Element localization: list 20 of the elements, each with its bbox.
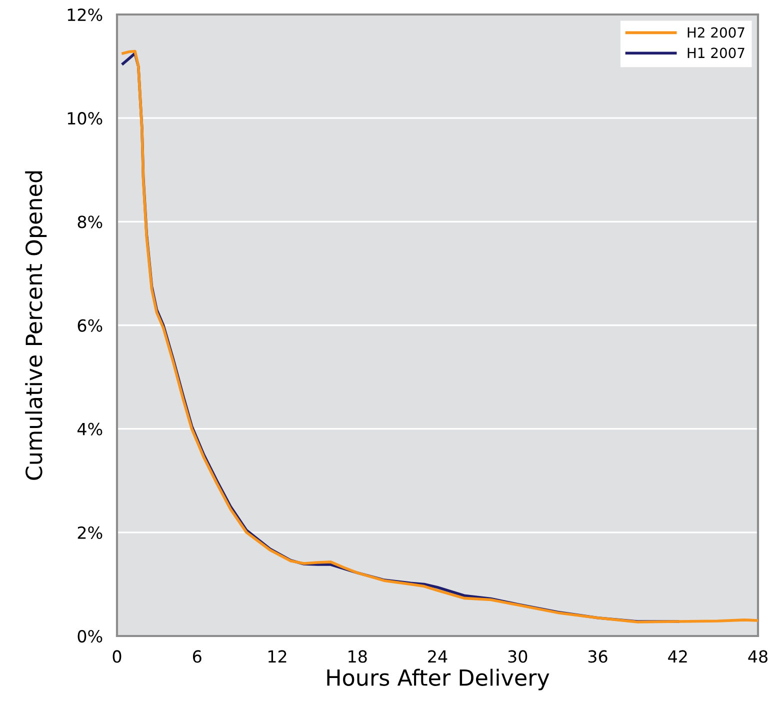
y-tick-label: 4%	[77, 422, 102, 436]
x-tick-label: 0	[112, 650, 122, 663]
x-tick-label: 12	[268, 650, 286, 663]
legend-label: H2 2007	[688, 27, 744, 38]
x-tick-label: 6	[192, 650, 202, 663]
x-tick-label: 42	[668, 650, 687, 663]
y-tick-label: 10%	[68, 112, 102, 125]
x-tick-label: 30	[508, 650, 528, 663]
y-tick-label: 12%	[68, 8, 102, 22]
y-tick-label: 2%	[78, 526, 102, 539]
x-tick-label: 24	[428, 650, 448, 663]
y-tick-label: 8%	[78, 216, 102, 228]
x-tick-label: 48	[748, 650, 768, 663]
legend-label: H1 2007	[688, 48, 744, 58]
x-tick-label: 36	[588, 650, 608, 663]
x-tick-label: 18	[348, 650, 367, 663]
y-tick-label: 0%	[78, 630, 102, 643]
y-tick-label: 6%	[78, 319, 102, 332]
x-axis-title: Hours After Delivery	[327, 668, 550, 690]
y-axis-title: Cumulative Percent Opened	[25, 171, 47, 480]
